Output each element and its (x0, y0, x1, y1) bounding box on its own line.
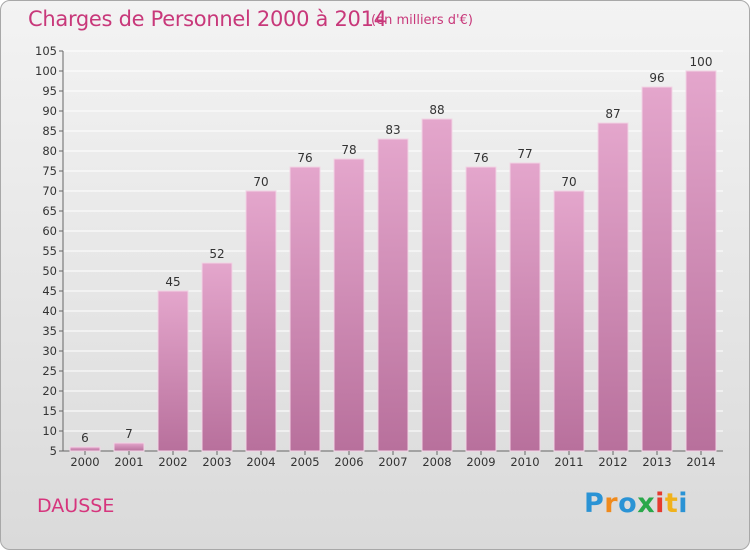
y-tick-label: 45 (42, 284, 57, 298)
data-label: 96 (649, 71, 664, 85)
data-label: 45 (165, 275, 180, 289)
x-tick-label: 2007 (378, 455, 407, 469)
y-tick-label: 85 (42, 124, 57, 138)
x-tick-label: 2003 (202, 455, 231, 469)
data-label: 6 (81, 431, 89, 445)
x-tick-label: 2008 (422, 455, 451, 469)
brand-letter: P (584, 488, 605, 519)
x-tick-label: 2012 (598, 455, 627, 469)
x-tick-label: 2006 (334, 455, 363, 469)
y-tick-label: 50 (42, 264, 57, 278)
x-tick-label: 2005 (290, 455, 319, 469)
data-label: 70 (561, 175, 576, 189)
bar (509, 162, 541, 452)
x-tick-label: 2009 (466, 455, 495, 469)
bar (113, 442, 145, 452)
y-tick-label: 30 (42, 344, 57, 358)
data-label: 70 (253, 175, 268, 189)
brand-letter: t (664, 488, 679, 519)
brand-letter: o (618, 488, 638, 519)
x-tick-label: 2004 (246, 455, 275, 469)
x-tick-label: 2011 (554, 455, 583, 469)
brand-letter: i (655, 488, 665, 519)
y-tick-label: 15 (42, 404, 57, 418)
data-label: 76 (473, 151, 488, 165)
y-tick-label: 25 (42, 364, 57, 378)
bar (685, 70, 717, 452)
x-tick-label: 2014 (686, 455, 715, 469)
x-tick-label: 2000 (70, 455, 99, 469)
bar (201, 262, 233, 452)
x-tick-label: 2013 (642, 455, 671, 469)
bar (597, 122, 629, 452)
data-label: 52 (209, 247, 224, 261)
data-label: 83 (385, 123, 400, 137)
chart-subtitle: (en milliers d'€) (371, 13, 473, 28)
y-tick-label: 35 (42, 324, 57, 338)
y-tick-label: 20 (42, 384, 57, 398)
bar (245, 190, 277, 452)
data-label: 76 (297, 151, 312, 165)
y-tick-label: 100 (35, 64, 57, 78)
brand-letter: r (604, 488, 619, 519)
y-tick-label: 10 (42, 424, 57, 438)
y-tick-label: 65 (42, 204, 57, 218)
bar (333, 158, 365, 452)
bar (465, 166, 497, 452)
y-tick-label: 5 (50, 444, 57, 458)
y-tick-label: 95 (42, 84, 57, 98)
y-tick-label: 40 (42, 304, 57, 318)
x-tick-label: 2010 (510, 455, 539, 469)
bar (157, 290, 189, 452)
y-tick-label: 75 (42, 164, 57, 178)
data-label: 100 (690, 55, 713, 69)
y-tick-label: 105 (35, 44, 57, 58)
bar (641, 86, 673, 452)
bar (421, 118, 453, 452)
bar (553, 190, 585, 452)
data-label: 7 (125, 427, 133, 441)
bar (289, 166, 321, 452)
y-tick-label: 70 (42, 184, 57, 198)
y-tick-label: 90 (42, 104, 57, 118)
brand-letter: x (637, 488, 656, 519)
data-label: 77 (517, 147, 532, 161)
data-label: 88 (429, 103, 444, 117)
brand-letter: i (678, 488, 689, 519)
y-tick-label: 80 (42, 144, 57, 158)
x-tick-label: 2001 (114, 455, 143, 469)
y-tick-label: 60 (42, 224, 57, 238)
x-tick-label: 2002 (158, 455, 187, 469)
chart-title: Charges de Personnel 2000 à 2014 (28, 7, 387, 31)
data-label: 87 (605, 107, 620, 121)
brand-logo: Proxiti (584, 488, 688, 519)
data-label: 78 (341, 143, 356, 157)
bar (377, 138, 409, 452)
bar (69, 446, 101, 452)
place-name: DAUSSE (37, 495, 115, 517)
y-tick-label: 55 (42, 244, 57, 258)
